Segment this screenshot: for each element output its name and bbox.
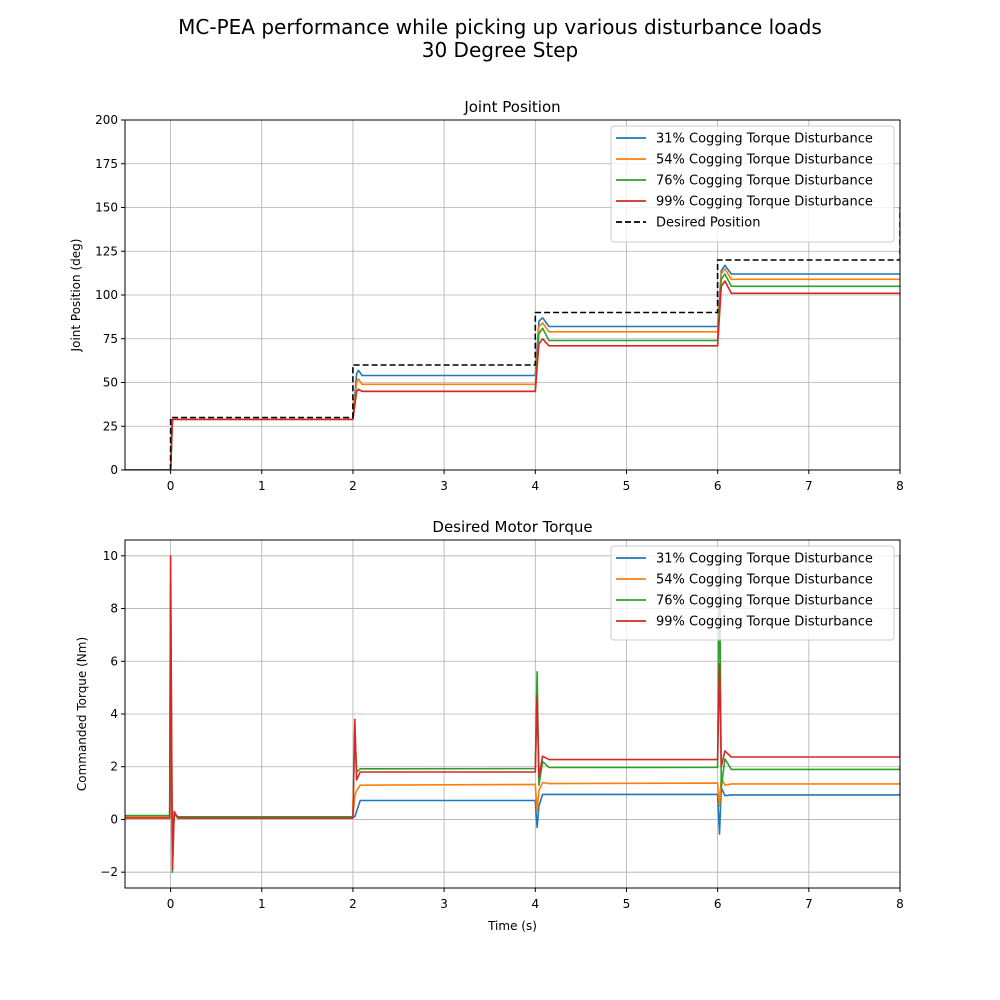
legend-label: 54% Cogging Torque Disturbance (656, 573, 873, 588)
legend-label: 99% Cogging Torque Disturbance (656, 615, 873, 630)
legend: 31% Cogging Torque Disturbance 54% Coggin… (610, 125, 895, 243)
y-axis-label: Joint Position (deg) (69, 239, 83, 353)
x-axis-label: Time (s) (487, 919, 537, 933)
legend-label: 31% Cogging Torque Disturbance (656, 552, 873, 567)
y-tick-label: −2 (100, 865, 118, 879)
y-tick-label: 175 (95, 157, 118, 171)
y-tick-label: 0 (110, 463, 118, 477)
legend-label: 76% Cogging Torque Disturbance (656, 594, 873, 609)
y-tick-label: 75 (103, 332, 118, 346)
series-line-1 (125, 264, 900, 470)
figure-title-line-1: MC-PEA performance while picking up vari… (178, 15, 822, 39)
series-line-3 (125, 273, 900, 470)
y-tick-label: 100 (95, 288, 118, 302)
x-tick-label: 0 (167, 897, 175, 911)
x-tick-label: 2 (349, 897, 357, 911)
legend-box (610, 545, 895, 641)
x-tick-label: 2 (349, 479, 357, 493)
y-tick-label: 125 (95, 244, 118, 258)
y-tick-label: 200 (95, 113, 118, 127)
series-line-2 (125, 267, 900, 470)
series-line-4 (125, 280, 900, 470)
y-tick-label: 50 (103, 376, 118, 390)
y-tick-label: 2 (110, 760, 118, 774)
chart-panel-1: 0 1 2 3 4 5 6 7 8 0 25 50 75 100 125 150 175 200 Joint Pos… (69, 98, 904, 493)
y-tick-label: 150 (95, 201, 118, 215)
panel-title: Desired Motor Torque (432, 518, 592, 536)
y-tick-label: 8 (110, 602, 118, 616)
y-axis-label: Commanded Torque (Nm) (75, 637, 89, 791)
y-tick-label: 10 (103, 549, 118, 563)
figure-title: MC-PEA performance while picking up vari… (0, 16, 1000, 62)
legend: 31% Cogging Torque Disturbance 54% Coggin… (610, 545, 895, 641)
x-tick-label: 1 (258, 897, 266, 911)
legend-label: 54% Cogging Torque Disturbance (656, 153, 873, 168)
x-tick-label: 8 (896, 897, 904, 911)
x-tick-label: 3 (440, 897, 448, 911)
chart-panel-2: 0 1 2 3 4 5 6 7 8 −2 0 2 4 6 8 10 Desired Motor Torque Ti… (75, 518, 904, 933)
series-group (125, 207, 900, 470)
x-tick-label: 8 (896, 479, 904, 493)
x-tick-label: 6 (714, 479, 722, 493)
x-tick-label: 3 (440, 479, 448, 493)
x-tick-label: 6 (714, 897, 722, 911)
series-line-2 (125, 713, 900, 834)
legend-label: 76% Cogging Torque Disturbance (656, 174, 873, 189)
y-tick-label: 25 (103, 419, 118, 433)
y-tick-label: 0 (110, 812, 118, 826)
x-tick-label: 1 (258, 479, 266, 493)
legend-label: 31% Cogging Torque Disturbance (656, 132, 873, 147)
legend-label: Desired Position (656, 216, 760, 231)
x-tick-label: 7 (805, 479, 813, 493)
y-tick-label: 6 (110, 654, 118, 668)
panel-title: Joint Position (463, 98, 560, 116)
legend-label: 99% Cogging Torque Disturbance (656, 195, 873, 210)
x-tick-label: 0 (167, 479, 175, 493)
series-line-1 (125, 739, 900, 835)
legend-box (610, 125, 895, 243)
y-tick-label: 4 (110, 707, 118, 721)
series-line-5 (169, 207, 900, 470)
x-tick-label: 4 (531, 479, 539, 493)
x-tick-label: 7 (805, 897, 813, 911)
figure-title-line-2: 30 Degree Step (421, 38, 579, 62)
x-tick-label: 4 (531, 897, 539, 911)
series-line-4 (125, 554, 900, 871)
x-tick-label: 5 (623, 479, 631, 493)
series-group (125, 554, 900, 874)
x-tick-label: 5 (623, 897, 631, 911)
